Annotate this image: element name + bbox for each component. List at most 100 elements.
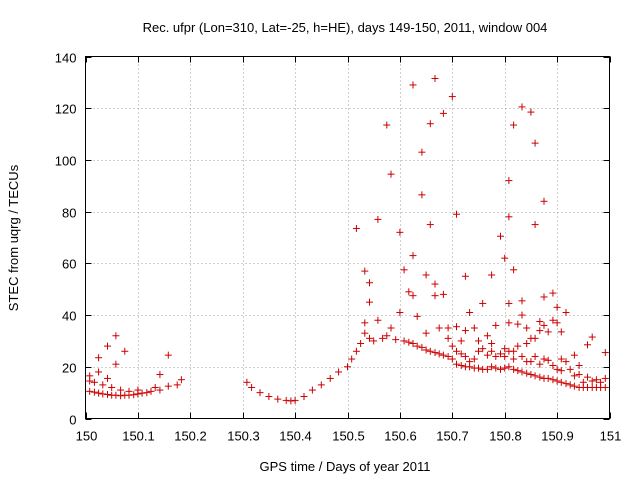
data-point bbox=[248, 384, 255, 391]
data-point bbox=[104, 391, 111, 398]
data-point bbox=[453, 323, 460, 330]
x-tick-label: 150.4 bbox=[279, 429, 312, 444]
x-axis-label: GPS time / Days of year 2011 bbox=[260, 459, 431, 474]
data-point bbox=[292, 397, 299, 404]
data-point bbox=[174, 381, 181, 388]
data-point bbox=[488, 340, 495, 347]
data-point bbox=[479, 300, 486, 307]
data-point bbox=[527, 109, 534, 116]
data-point bbox=[576, 371, 583, 378]
data-point bbox=[523, 370, 530, 377]
data-point bbox=[580, 379, 587, 386]
data-point bbox=[353, 225, 360, 232]
data-point bbox=[401, 266, 408, 273]
data-point bbox=[357, 340, 364, 347]
data-point bbox=[514, 367, 521, 374]
data-point bbox=[436, 325, 443, 332]
data-point bbox=[545, 328, 552, 335]
data-point bbox=[571, 372, 578, 379]
data-point bbox=[414, 313, 421, 320]
data-point bbox=[387, 325, 394, 332]
data-point bbox=[427, 221, 434, 228]
data-point bbox=[445, 335, 452, 342]
data-point bbox=[392, 336, 399, 343]
data-point bbox=[274, 396, 281, 403]
data-point bbox=[427, 348, 434, 355]
data-point bbox=[554, 366, 561, 373]
data-point bbox=[458, 362, 465, 369]
data-point bbox=[178, 376, 185, 383]
data-point bbox=[121, 348, 128, 355]
x-tick-label: 151 bbox=[600, 429, 622, 444]
data-point bbox=[112, 332, 119, 339]
chart-title: Rec. ufpr (Lon=310, Lat=-25, h=HE), days… bbox=[143, 20, 548, 35]
data-point bbox=[523, 340, 530, 347]
data-point bbox=[148, 388, 155, 395]
data-point bbox=[484, 332, 491, 339]
data-point bbox=[532, 335, 539, 342]
data-point bbox=[541, 322, 548, 329]
data-point bbox=[335, 368, 342, 375]
data-point bbox=[453, 361, 460, 368]
data-point bbox=[541, 356, 548, 363]
data-point bbox=[505, 319, 512, 326]
data-point bbox=[104, 375, 111, 382]
y-tick-label: 140 bbox=[55, 51, 77, 66]
data-point bbox=[518, 103, 525, 110]
data-point bbox=[432, 349, 439, 356]
data-point bbox=[545, 357, 552, 364]
data-point bbox=[554, 304, 561, 311]
data-point bbox=[396, 229, 403, 236]
data-point bbox=[348, 356, 355, 363]
x-tick-label: 150.7 bbox=[436, 429, 469, 444]
stec-scatter-chart: Rec. ufpr (Lon=310, Lat=-25, h=HE), days… bbox=[0, 0, 640, 480]
data-point bbox=[112, 361, 119, 368]
data-point bbox=[532, 372, 539, 379]
data-point bbox=[492, 322, 499, 329]
data-point bbox=[283, 397, 290, 404]
data-point bbox=[309, 387, 316, 394]
data-point bbox=[112, 392, 119, 399]
data-point bbox=[492, 365, 499, 372]
y-axis-label: STEC from uqrg / TECUs bbox=[6, 164, 21, 311]
data-point bbox=[484, 352, 491, 359]
y-tick-label: 40 bbox=[62, 309, 76, 324]
data-point bbox=[488, 348, 495, 355]
data-point bbox=[405, 288, 412, 295]
data-point bbox=[423, 330, 430, 337]
y-tick-label: 80 bbox=[62, 206, 76, 221]
data-point bbox=[143, 389, 150, 396]
data-point bbox=[301, 393, 308, 400]
data-point bbox=[104, 343, 111, 350]
data-point bbox=[405, 339, 412, 346]
data-point bbox=[401, 337, 408, 344]
data-point bbox=[545, 375, 552, 382]
data-point bbox=[571, 383, 578, 390]
data-point bbox=[374, 317, 381, 324]
data-point bbox=[91, 389, 98, 396]
data-point bbox=[510, 122, 517, 129]
data-point bbox=[156, 371, 163, 378]
data-point bbox=[554, 378, 561, 385]
data-point bbox=[602, 375, 609, 382]
data-point bbox=[518, 368, 525, 375]
x-tick-label: 150.9 bbox=[541, 429, 574, 444]
data-point bbox=[117, 387, 124, 394]
data-point bbox=[432, 292, 439, 299]
data-point bbox=[571, 352, 578, 359]
y-tick-label: 20 bbox=[62, 361, 76, 376]
y-tick-label: 60 bbox=[62, 257, 76, 272]
data-point bbox=[514, 321, 521, 328]
data-point bbox=[471, 325, 478, 332]
data-point bbox=[366, 299, 373, 306]
data-point bbox=[602, 384, 609, 391]
data-point bbox=[536, 374, 543, 381]
data-point bbox=[541, 198, 548, 205]
data-point bbox=[374, 216, 381, 223]
data-point bbox=[353, 348, 360, 355]
data-point bbox=[505, 300, 512, 307]
data-point bbox=[497, 366, 504, 373]
data-point bbox=[445, 325, 452, 332]
data-point bbox=[86, 388, 93, 395]
data-point bbox=[497, 233, 504, 240]
